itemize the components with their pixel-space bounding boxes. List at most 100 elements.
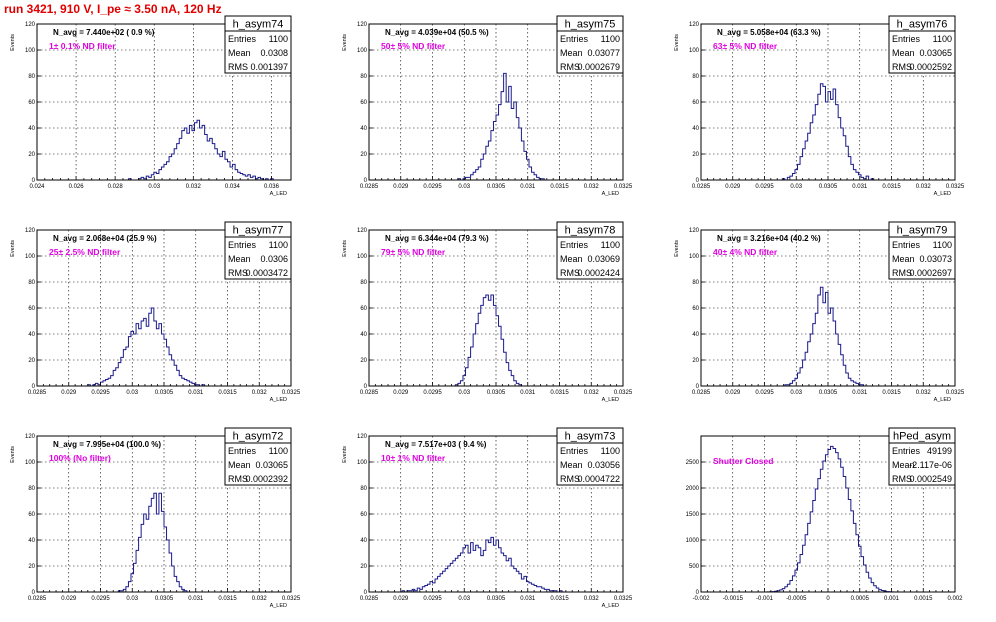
y-axis-label: Events xyxy=(342,34,348,51)
x-tick-label: 0.0285 xyxy=(28,390,47,396)
x-tick-label: 0.03 xyxy=(790,390,802,396)
x-tick-label: 0.0295 xyxy=(755,390,774,396)
stats-key: Entries xyxy=(892,34,921,44)
stats-value: 0.03065 xyxy=(919,48,952,58)
stats-key: Entries xyxy=(228,446,257,456)
stats-key: Mean xyxy=(228,254,251,264)
y-tick-label: 100 xyxy=(357,460,368,466)
stats-box: h_asym72 Entries 1100 Mean 0.03065 RMS0.00023… xyxy=(224,427,292,486)
stats-key: Mean xyxy=(892,48,915,58)
y-tick-label: 80 xyxy=(360,486,367,492)
stats-value: 0.0306 xyxy=(260,254,288,264)
x-tick-label: 0.0315 xyxy=(550,596,569,602)
x-tick-label: 0.0315 xyxy=(550,184,569,190)
stats-value: 1100 xyxy=(933,240,952,250)
stats-value: -2.117e-06 xyxy=(909,460,952,470)
x-tick-label: 0.034 xyxy=(225,184,241,190)
stats-title: h_asym79 xyxy=(897,225,948,237)
y-tick-label: 0 xyxy=(364,178,368,184)
x-tick-label: 0.032 xyxy=(584,596,600,602)
x-tick-label: 0.031 xyxy=(852,184,868,190)
x-tick-label: 0.036 xyxy=(264,184,280,190)
y-tick-label: 0 xyxy=(696,178,700,184)
y-tick-label: 60 xyxy=(28,100,35,106)
y-tick-label: 40 xyxy=(28,332,35,338)
x-tick-label: 0.002 xyxy=(947,596,963,602)
stats-title: hPed_asym xyxy=(893,431,951,443)
x-axis-label: A_LED xyxy=(934,397,951,403)
y-axis-label: Events xyxy=(674,34,680,51)
x-tick-label: 0.0285 xyxy=(692,184,711,190)
y-tick-label: 20 xyxy=(360,152,367,158)
x-tick-label: 0.029 xyxy=(61,596,77,602)
y-tick-label: 60 xyxy=(360,306,367,312)
stats-value: 0.0002697 xyxy=(909,268,952,278)
x-tick-label: 0.032 xyxy=(584,390,600,396)
histogram-panel-h_asym72: 0.0285 0.029 0.0295 0.03 0.0305 0.031 0.0315 0.… xyxy=(10,427,301,609)
y-tick-label: 100 xyxy=(357,48,368,54)
y-tick-label: 120 xyxy=(25,228,36,234)
x-tick-label: 0.001 xyxy=(884,596,900,602)
y-tick-label: 0 xyxy=(364,384,368,390)
x-tick-label: 0.0305 xyxy=(819,390,838,396)
x-tick-label: 0.024 xyxy=(29,184,45,190)
stats-value: 1100 xyxy=(601,240,620,250)
x-tick-label: 0.028 xyxy=(108,184,124,190)
navg-label: N_avg = 6.344e+04 (79.3 %) xyxy=(385,234,489,243)
stats-value: 1100 xyxy=(601,34,620,44)
stats-box: h_asym78 Entries 1100 Mean 0.03069 RMS0.00024… xyxy=(556,221,624,280)
x-tick-label: 0.03 xyxy=(126,390,138,396)
stats-key: Mean xyxy=(892,460,915,470)
stats-key: Entries xyxy=(228,34,257,44)
stats-value: 0.0002392 xyxy=(245,474,288,484)
y-axis-label: Events xyxy=(10,446,16,463)
x-axis-label: A_LED xyxy=(270,397,287,403)
histogram-panel-h_asym76: 0.0285 0.029 0.0295 0.03 0.0305 0.031 0.0315 0.… xyxy=(674,15,965,197)
histogram-panel-h_asym77: 0.0285 0.029 0.0295 0.03 0.0305 0.031 0.0315 0.… xyxy=(10,221,301,403)
x-tick-label: 0.0325 xyxy=(946,390,965,396)
navg-label: N_avg = 7.995e+04 (100.0 %) xyxy=(53,440,161,449)
stats-key: Mean xyxy=(560,254,583,264)
x-tick-label: 0.0295 xyxy=(423,596,442,602)
y-tick-label: 0 xyxy=(32,590,36,596)
x-tick-label: 0.0295 xyxy=(423,184,442,190)
y-tick-label: 120 xyxy=(357,228,368,234)
histogram-panel-h_asym73: 0.0285 0.029 0.0295 0.03 0.0305 0.031 0.0315 0.… xyxy=(342,427,633,609)
y-tick-label: 20 xyxy=(28,564,35,570)
x-tick-label: 0.0285 xyxy=(360,184,379,190)
y-tick-label: 20 xyxy=(692,152,699,158)
x-tick-label: 0.0295 xyxy=(91,390,110,396)
navg-label: N_avg = 4.039e+04 (50.5 %) xyxy=(385,28,489,37)
x-tick-label: 0.0315 xyxy=(882,184,901,190)
stats-value: 1100 xyxy=(601,446,620,456)
x-tick-label: 0.0305 xyxy=(487,596,506,602)
stats-value: 0.0308 xyxy=(260,48,288,58)
stats-key: RMS xyxy=(892,268,912,278)
x-tick-label: 0.031 xyxy=(520,184,536,190)
y-tick-label: 100 xyxy=(25,460,36,466)
x-tick-label: -0.001 xyxy=(756,596,774,602)
stats-value: 1100 xyxy=(933,34,952,44)
filter-label: 63± 5% ND filter xyxy=(713,41,778,51)
y-tick-label: 60 xyxy=(692,100,699,106)
stats-key: Mean xyxy=(892,254,915,264)
y-tick-label: 20 xyxy=(28,152,35,158)
stats-box: h_asym79 Entries 1100 Mean 0.03073 RMS0.00026… xyxy=(888,221,956,280)
stats-value: 49199 xyxy=(927,446,952,456)
y-tick-label: 20 xyxy=(28,358,35,364)
y-tick-label: 40 xyxy=(360,538,367,544)
navg-label: N_avg = 5.058e+04 (63.3 %) xyxy=(717,28,821,37)
y-tick-label: 1000 xyxy=(686,538,700,544)
x-tick-label: 0.03 xyxy=(126,596,138,602)
y-tick-label: 40 xyxy=(28,538,35,544)
run-title: run 3421, 910 V, I_pe ≈ 3.50 nA, 120 Hz xyxy=(4,2,222,16)
x-axis-label: A_LED xyxy=(602,603,619,609)
y-tick-label: 80 xyxy=(28,74,35,80)
x-tick-label: 0.03 xyxy=(458,184,470,190)
navg-label: N_avg = 7.517e+03 ( 9.4 %) xyxy=(385,440,487,449)
y-tick-label: 0 xyxy=(696,590,700,596)
histogram-panel-h_asym79: 0.0285 0.029 0.0295 0.03 0.0305 0.031 0.0315 0.… xyxy=(674,221,965,403)
stats-key: RMS xyxy=(892,474,912,484)
x-tick-label: 0.0315 xyxy=(882,390,901,396)
y-tick-label: 40 xyxy=(360,332,367,338)
